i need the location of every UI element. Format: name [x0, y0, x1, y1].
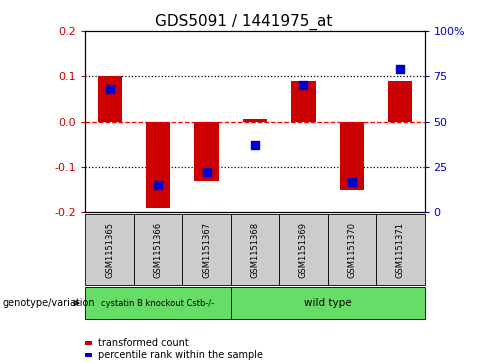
Point — [396, 66, 404, 72]
Bar — [340, 122, 364, 189]
Bar — [243, 119, 267, 122]
Text: GDS5091 / 1441975_at: GDS5091 / 1441975_at — [155, 13, 333, 30]
Text: wild type: wild type — [304, 298, 351, 308]
Text: GSM1151370: GSM1151370 — [347, 221, 356, 278]
Point — [251, 142, 259, 148]
Text: GSM1151369: GSM1151369 — [299, 221, 308, 278]
Text: genotype/variation: genotype/variation — [2, 298, 95, 308]
Text: GSM1151366: GSM1151366 — [154, 221, 163, 278]
Point — [203, 170, 210, 175]
Bar — [194, 122, 219, 180]
Bar — [388, 81, 412, 122]
Text: transformed count: transformed count — [98, 338, 188, 348]
Point — [154, 182, 162, 188]
Text: GSM1151371: GSM1151371 — [396, 221, 405, 278]
Bar — [146, 122, 170, 208]
Bar — [291, 81, 316, 122]
Point — [300, 82, 307, 88]
Point — [106, 86, 114, 92]
Text: GSM1151365: GSM1151365 — [105, 221, 114, 278]
Bar — [98, 76, 122, 122]
Text: GSM1151368: GSM1151368 — [250, 221, 260, 278]
Text: percentile rank within the sample: percentile rank within the sample — [98, 350, 263, 360]
Point — [348, 179, 356, 184]
Text: cystatin B knockout Cstb-/-: cystatin B knockout Cstb-/- — [102, 299, 215, 307]
Text: GSM1151367: GSM1151367 — [202, 221, 211, 278]
